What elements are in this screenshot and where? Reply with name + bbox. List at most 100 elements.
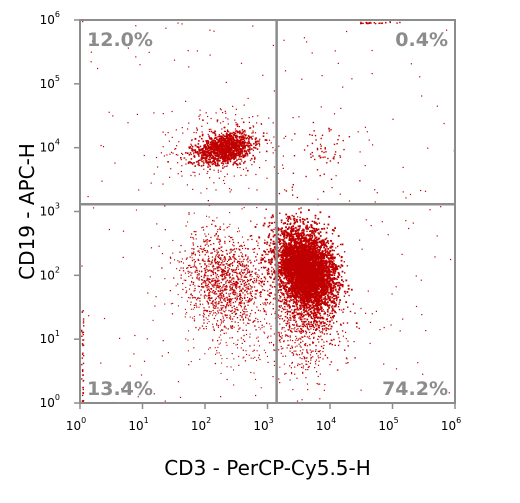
event-dot [238, 163, 240, 165]
event-dot [317, 297, 320, 300]
event-dot [324, 270, 327, 272]
event-dot [234, 130, 237, 132]
event-dot [289, 223, 292, 225]
event-dot [320, 303, 322, 306]
event-dot [302, 243, 305, 246]
event-dot [282, 273, 285, 275]
event-dot [210, 137, 212, 140]
event-dot [235, 122, 237, 124]
event-dot [237, 130, 239, 132]
event-dot [310, 257, 313, 260]
event-dot [327, 297, 330, 300]
event-dot [226, 129, 229, 131]
event-dot [231, 154, 233, 157]
event-dot [294, 246, 296, 248]
event-dot [245, 150, 248, 152]
event-dot [181, 152, 183, 154]
event-dot [313, 257, 315, 260]
event-dot [237, 149, 240, 152]
event-dot [331, 296, 334, 299]
event-dot [212, 131, 214, 134]
event-dot [166, 154, 168, 156]
event-dot [220, 162, 223, 164]
event-dot [337, 281, 340, 284]
event-dot [331, 301, 334, 304]
event-dot [242, 145, 245, 147]
event-dot [297, 268, 299, 271]
event-dot [300, 260, 303, 263]
event-dot [280, 267, 283, 270]
event-dot [306, 239, 309, 242]
event-dot [296, 307, 299, 310]
event-dot [290, 226, 293, 228]
event-dot [268, 221, 271, 224]
event-dot [267, 250, 270, 253]
event-dot [256, 143, 258, 145]
event-dot [334, 277, 337, 280]
event-dot [305, 297, 308, 300]
event-dot [177, 154, 179, 156]
event-dot [321, 228, 323, 230]
event-dot [224, 155, 226, 158]
event-dot [219, 153, 221, 155]
event-dot [225, 135, 227, 138]
event-dot [280, 228, 282, 231]
event-dot [266, 142, 268, 145]
event-dot [223, 141, 226, 143]
event-dot [270, 292, 272, 294]
event-dot [225, 156, 228, 159]
event-dot [298, 285, 301, 288]
event-dot [303, 254, 306, 257]
event-dot [237, 154, 240, 157]
event-dot [301, 313, 303, 315]
event-dot [187, 152, 189, 154]
event-dot [320, 289, 323, 292]
event-dot [221, 145, 223, 147]
event-dot [201, 158, 203, 160]
event-dot [168, 140, 170, 142]
event-dot [169, 153, 171, 155]
event-dot [322, 259, 325, 262]
event-dot [306, 264, 308, 267]
event-dot [201, 151, 203, 153]
event-dot [320, 252, 323, 255]
event-dot [231, 142, 234, 145]
event-dot [240, 131, 242, 133]
event-dot [295, 285, 298, 288]
event-dot [340, 276, 343, 278]
event-dot [238, 153, 240, 155]
event-dot [243, 104, 245, 106]
event-dot [273, 234, 276, 236]
event-dot [236, 146, 238, 148]
event-dot [210, 139, 213, 141]
event-dot [325, 304, 327, 306]
event-dot [232, 143, 234, 145]
event-dot [271, 214, 274, 217]
event-dot [333, 229, 335, 232]
event-dot [286, 261, 288, 264]
event-dot [285, 249, 287, 252]
event-dot [210, 130, 213, 133]
event-dot [268, 139, 271, 141]
event-dot [293, 238, 296, 240]
event-dot [318, 232, 320, 235]
event-dot [330, 257, 333, 260]
event-dot [279, 240, 281, 243]
event-dot [283, 277, 286, 280]
event-dot [223, 150, 226, 152]
event-dot [328, 268, 331, 271]
event-dot [277, 233, 280, 236]
event-dot [225, 137, 228, 140]
event-dot [309, 230, 312, 232]
event-dot [240, 138, 243, 141]
event-dot [204, 145, 207, 148]
event-dot [234, 132, 237, 135]
event-dot [308, 301, 311, 303]
event-dot [322, 272, 324, 275]
event-dot [243, 141, 245, 143]
event-dot [282, 167, 284, 169]
event-dot [327, 265, 330, 268]
event-dot [199, 152, 201, 154]
event-dot [184, 157, 186, 159]
event-dot [325, 244, 327, 247]
